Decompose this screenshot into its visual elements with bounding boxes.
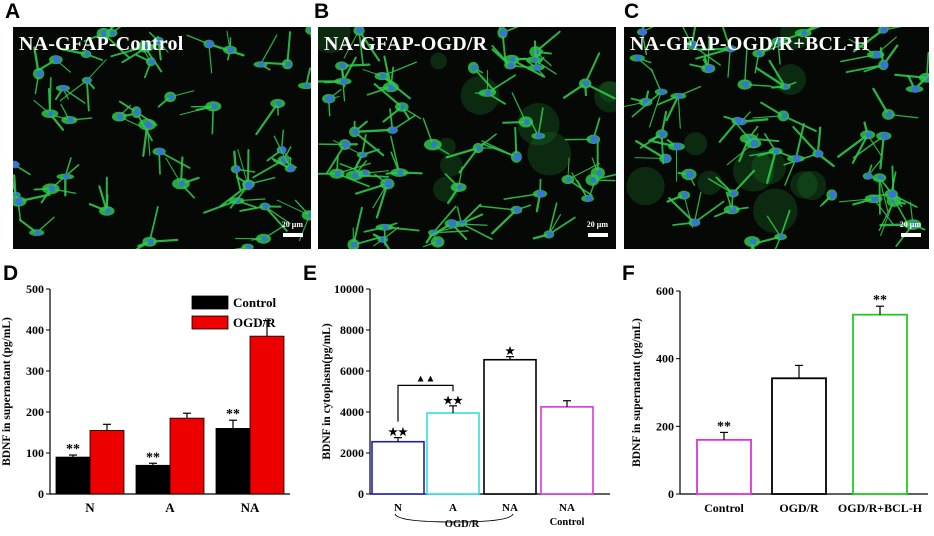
scale-bar <box>901 233 921 237</box>
significance-mark: ** <box>717 419 731 434</box>
legend-label: Control <box>233 295 276 310</box>
significance-mark: ★★ <box>443 395 463 407</box>
micrograph-image <box>624 27 929 249</box>
chart-f: 0 200 400 600 BDNF in supernatant (pg/mL) ** C… <box>620 282 934 536</box>
micrograph-ogdr-bclh: NA-GFAP-OGD/R+BCL-H 20 μm <box>624 27 929 249</box>
group-label: Control <box>550 517 585 528</box>
group-label: OGD/R <box>445 519 480 530</box>
bar <box>136 465 170 494</box>
y-axis-label: BDNF in supernatant (pg/mL) <box>1 317 13 466</box>
y-tick-label: 0 <box>38 487 44 501</box>
micrograph-image <box>13 27 311 249</box>
y-tick-label: 0 <box>668 487 674 501</box>
micrograph-control: NA-GFAP-Control 20 μm <box>13 27 311 249</box>
significance-mark: ★ <box>505 346 515 358</box>
x-tick-label: A <box>165 500 175 515</box>
legend-swatch <box>192 296 228 309</box>
y-tick-label: 400 <box>656 352 674 366</box>
chart-d: 0 100 200 300 400 500 BDNF in supernatant (pg/… <box>0 282 300 536</box>
bar <box>56 457 90 494</box>
scale-bar-label: 20 μm <box>587 220 608 229</box>
gfp-glow <box>684 132 707 155</box>
significance-mark: ** <box>873 293 887 308</box>
x-tick-label: NA <box>241 500 260 515</box>
legend-label: OGD/R <box>233 315 276 330</box>
bar <box>170 418 204 494</box>
gfp-glow <box>626 167 664 205</box>
x-tick-label: OGD/R <box>779 501 819 515</box>
micrograph-title: NA-GFAP-OGD/R+BCL-H <box>630 33 869 56</box>
significance-mark: ★★ <box>388 427 408 439</box>
y-axis-label: BDNF in supernatant (pg/mL) <box>631 318 643 467</box>
x-tick-label: OGD/R+BCL-H <box>838 501 923 515</box>
gfp-glow <box>797 171 826 200</box>
x-tick-label: NA <box>559 502 575 514</box>
significance-mark: ** <box>66 442 80 457</box>
scale-bar <box>283 233 303 237</box>
y-tick-label: 2000 <box>340 446 364 460</box>
bar <box>216 428 250 494</box>
micrograph-title: NA-GFAP-Control <box>19 33 183 56</box>
chart-f-svg: 0 200 400 600 BDNF in supernatant (pg/mL) ** C… <box>620 282 934 531</box>
y-tick-label: 300 <box>26 364 44 378</box>
scale-bar-label: 20 μm <box>900 220 921 229</box>
y-tick-label: 400 <box>26 323 44 337</box>
scale-bar-label: 20 μm <box>282 220 303 229</box>
legend-swatch <box>192 316 228 329</box>
significance-mark: ** <box>226 407 240 422</box>
bar <box>853 315 907 494</box>
gfp-glow <box>753 189 798 234</box>
bar <box>427 413 479 494</box>
panel-letter-a: A <box>5 0 20 24</box>
bar <box>90 430 124 494</box>
bar <box>372 442 424 494</box>
y-tick-label: 100 <box>26 446 44 460</box>
chart-d-svg: 0 100 200 300 400 500 BDNF in supernatant (pg/… <box>0 282 300 531</box>
significance-mark: ** <box>146 450 160 465</box>
bar <box>484 360 536 494</box>
panel-letter-b: B <box>314 0 329 24</box>
y-tick-label: 6000 <box>340 364 364 378</box>
gfp-glow <box>697 171 721 195</box>
y-tick-label: 4000 <box>340 405 364 419</box>
y-axis-label: BDNF in cytoplasm(pg/mL) <box>321 323 333 459</box>
bar <box>697 440 751 494</box>
x-tick-label: NA <box>502 502 518 514</box>
micrograph-title: NA-GFAP-OGD/R <box>324 33 487 56</box>
x-tick-label: N <box>394 502 402 514</box>
bar <box>541 407 593 494</box>
y-tick-label: 200 <box>26 405 44 419</box>
bar <box>772 378 826 494</box>
y-tick-label: 8000 <box>340 323 364 337</box>
micrograph-ogdr: NA-GFAP-OGD/R 20 μm <box>318 27 616 249</box>
y-tick-label: 200 <box>656 419 674 433</box>
x-tick-label: A <box>449 502 457 514</box>
micrograph-image <box>318 27 616 249</box>
x-tick-label: Control <box>704 501 744 515</box>
x-tick-label: N <box>85 500 95 515</box>
chart-e: 0 2000 4000 6000 8000 10000 BDNF in cytoplasm(… <box>300 282 620 536</box>
y-tick-label: 0 <box>358 487 364 501</box>
bracket-mark: ▲▲ <box>416 373 436 384</box>
scale-bar <box>588 233 608 237</box>
y-tick-label: 600 <box>656 284 674 298</box>
bar <box>250 336 284 494</box>
y-tick-label: 500 <box>26 282 44 296</box>
panel-letter-c: C <box>624 0 639 24</box>
chart-e-svg: 0 2000 4000 6000 8000 10000 BDNF in cytoplasm(… <box>300 282 620 531</box>
y-tick-label: 10000 <box>334 282 364 296</box>
